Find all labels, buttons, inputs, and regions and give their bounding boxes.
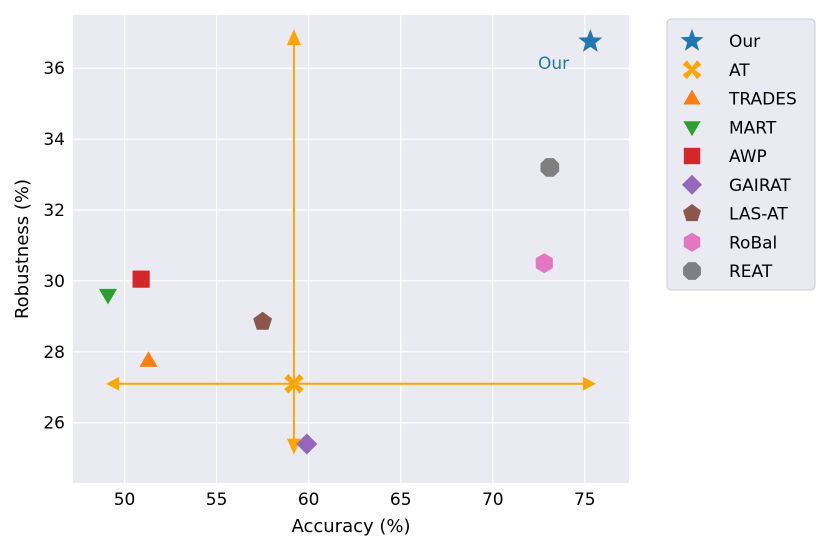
grid-lines [73,15,629,483]
point-gairat [296,433,318,455]
y-tick-label: 30 [43,272,65,292]
x-tick-label: 50 [114,490,136,510]
point-reat [540,158,560,177]
legend-marker-gairat [682,174,702,195]
legend-label-gairat: GAIRAT [729,176,791,196]
legend-label-mart: MART [729,118,777,138]
legend-marker-mart [683,121,701,137]
legend-label-our: Our [729,32,760,52]
legend-label-reat: REAT [729,262,773,282]
legend-marker-at [682,60,702,80]
x-tick-label: 75 [574,490,596,510]
legend-label-awp: AWP [729,147,767,167]
data-points [98,28,603,455]
legend-marker-reat [683,262,701,280]
x-tick-labels: 50 55 60 65 70 75 [114,490,596,510]
arrowhead-up [286,29,301,46]
point-our [578,28,603,52]
legend-marker-trades [683,89,701,105]
legend-marker-awp [683,147,701,165]
arrowhead-down [286,438,301,455]
x-tick-label: 55 [206,490,228,510]
legend-label-robal: RoBal [729,233,777,253]
legend-box [666,18,816,291]
at-reference-arrows [106,29,596,455]
legend-label-at: AT [729,61,750,81]
y-tick-label: 26 [43,414,65,434]
x-tick-label: 65 [390,490,412,510]
y-tick-label: 34 [43,130,65,150]
legend-label-las-at: LAS-AT [729,205,788,225]
point-at [284,373,304,394]
legend-label-trades: TRADES [728,90,797,110]
y-tick-label: 28 [43,343,65,363]
legend-marker-las-at [683,204,701,222]
point-las-at [253,311,273,330]
legend-marker-our [680,28,704,51]
arrowhead-right [582,376,596,391]
x-tick-label: 70 [482,490,504,510]
point-trades [139,351,158,367]
plot-background [73,15,629,483]
arrowhead-left [106,376,120,391]
y-axis-label: Robustness (%) [12,179,33,319]
point-robal [535,253,553,274]
y-tick-labels: 26 28 30 32 34 36 [43,59,65,434]
annotation-label: Our [538,54,569,74]
y-tick-label: 32 [43,201,65,221]
annotations: Our [538,54,569,74]
y-tick-label: 36 [43,59,65,79]
legend-marker-robal [683,232,701,252]
point-awp [132,270,150,288]
x-tick-label: 60 [298,490,320,510]
x-axis-label: Accuracy (%) [291,516,410,537]
legend: Our AT TRADES MART AWP GAIRAT LAS-AT RoBal REAT [666,18,816,291]
point-mart [98,288,118,305]
